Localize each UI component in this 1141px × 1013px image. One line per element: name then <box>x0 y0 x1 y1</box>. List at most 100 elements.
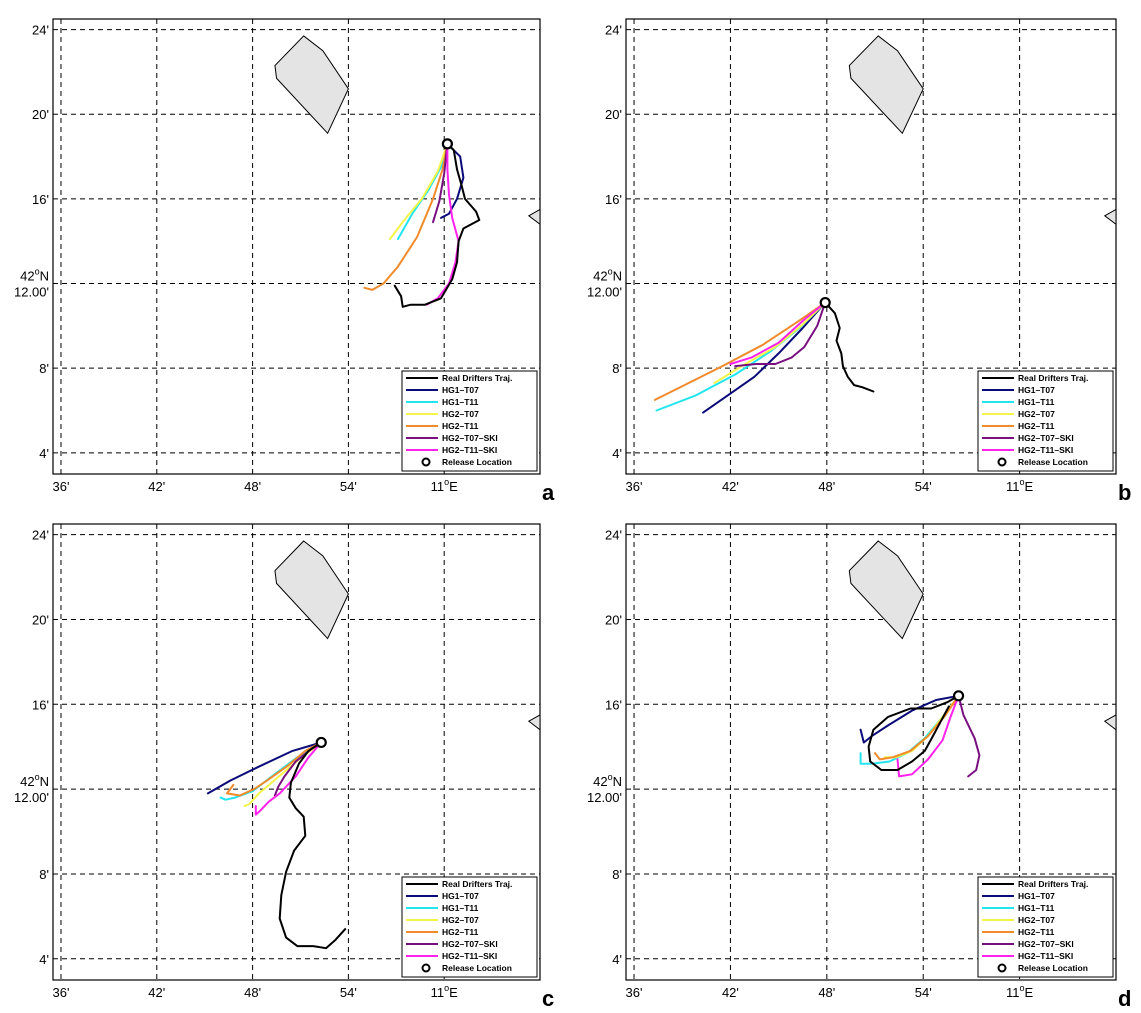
trajectory-hg2-t07-ski <box>734 301 827 368</box>
y-tick-label: 16' <box>605 192 622 207</box>
trajectory-real-drifters-traj- <box>393 142 481 308</box>
y-tick-label: 4' <box>39 952 49 967</box>
legend-box <box>401 876 538 978</box>
legend-box <box>977 876 1114 978</box>
trajectory-hg2-t07-ski <box>957 694 981 778</box>
x-tick-label: 48' <box>244 985 261 1000</box>
y-lat-label: 42oN <box>20 267 49 284</box>
trajectory-hg2-t07-ski <box>432 142 449 224</box>
grid-lines <box>626 524 1116 980</box>
land-coast-east <box>527 208 541 226</box>
legend-label: HG1–T07 <box>442 385 479 395</box>
legend-label: HG2–T11 <box>1018 421 1055 431</box>
legend-label: Release Location <box>1018 457 1088 467</box>
legend-label: HG2–T07 <box>442 409 479 419</box>
legend-label: Real Drifters Traj. <box>442 879 512 889</box>
legend-marker-release <box>421 963 431 973</box>
legend-label: HG2–T11–SKI <box>1018 445 1073 455</box>
y-tick-label: 24' <box>32 23 49 38</box>
trajectory-hg2-t11-ski <box>896 694 960 778</box>
legend-label: HG1–T11 <box>1018 903 1055 913</box>
y-lat-label: 42oN <box>593 772 622 789</box>
release-location-marker <box>819 296 831 309</box>
land-island <box>274 540 349 640</box>
legend-marker-release <box>421 457 431 467</box>
legend: Real Drifters Traj. HG1–T07 HG1–T11 HG2–T07… <box>977 370 1114 472</box>
legend-label: HG1–T07 <box>1018 385 1055 395</box>
legend-label: HG2–T11 <box>442 421 479 431</box>
x-tick-label: 11oE <box>1006 477 1034 494</box>
y-tick-label: 8' <box>612 867 622 882</box>
trajectory-hg1-t07 <box>702 301 827 414</box>
y-tick-label: 12.00' <box>14 790 49 805</box>
trajectory-hg2-t11 <box>363 142 449 291</box>
y-tick-label: 12.00' <box>587 790 622 805</box>
trajectory-hg1-t07 <box>440 142 465 219</box>
y-tick-label: 16' <box>32 192 49 207</box>
y-tick-label: 24' <box>605 528 622 543</box>
trajectory-hg2-t11-ski <box>729 301 827 365</box>
legend-label: HG2–T11–SKI <box>442 445 497 455</box>
x-tick-label: 36' <box>53 479 70 494</box>
y-tick-label: 20' <box>32 612 49 627</box>
panel-letter: b <box>1118 480 1131 505</box>
y-tick-label: 20' <box>32 107 49 122</box>
grid-lines <box>53 19 540 474</box>
y-tick-label: 16' <box>32 697 49 712</box>
legend-box <box>977 370 1114 472</box>
legend-label: Release Location <box>442 963 512 973</box>
land-island <box>848 35 924 135</box>
y-tick-label: 4' <box>39 446 49 461</box>
x-tick-label: 36' <box>626 985 643 1000</box>
x-tick-label: 54' <box>915 479 932 494</box>
panel-letter: c <box>542 986 554 1011</box>
legend-label: HG2–T07–SKI <box>1018 939 1074 949</box>
x-tick-label: 54' <box>915 985 932 1000</box>
legend-label: HG1–T11 <box>442 903 479 913</box>
legend-label: Release Location <box>442 457 512 467</box>
y-tick-label: 4' <box>612 446 622 461</box>
y-lat-label: 42oN <box>20 772 49 789</box>
legend-label: Real Drifters Traj. <box>1018 373 1088 383</box>
y-tick-label: 8' <box>612 361 622 376</box>
x-tick-label: 48' <box>244 479 261 494</box>
legend-label: HG2–T07–SKI <box>1018 433 1074 443</box>
y-tick-label: 12.00' <box>587 285 622 300</box>
x-tick-label: 48' <box>818 985 835 1000</box>
x-tick-label: 42' <box>148 479 165 494</box>
legend-label: HG2–T07–SKI <box>442 433 498 443</box>
trajectory-hg1-t07 <box>206 741 323 795</box>
legend-label: Release Location <box>1018 963 1088 973</box>
land-coast-east <box>527 714 541 731</box>
x-tick-label: 54' <box>340 985 357 1000</box>
trajectory-hg1-t11 <box>396 142 449 241</box>
land-island <box>274 35 349 135</box>
legend-label: HG2–T11 <box>1018 927 1055 937</box>
legend-label: HG2–T07 <box>1018 915 1055 925</box>
legend-label: HG2–T11–SKI <box>442 951 497 961</box>
land-island <box>848 540 924 640</box>
legend: Real Drifters Traj. HG1–T07 HG1–T11 HG2–T07… <box>977 876 1114 978</box>
release-location-marker <box>952 690 965 702</box>
legend-marker-release <box>997 963 1007 973</box>
y-tick-label: 20' <box>605 107 622 122</box>
y-tick-label: 12.00' <box>14 285 49 300</box>
trajectory-hg2-t11 <box>226 741 323 797</box>
x-tick-label: 42' <box>148 985 165 1000</box>
y-tick-label: 4' <box>612 952 622 967</box>
legend-label: HG2–T11 <box>442 927 479 937</box>
legend-marker-release <box>997 457 1007 467</box>
trajectory-real-drifters-traj- <box>278 741 347 950</box>
trajectory-hg2-t07 <box>388 142 449 241</box>
legend-label: HG2–T07 <box>442 915 479 925</box>
legend-label: HG2–T11–SKI <box>1018 951 1073 961</box>
x-tick-label: 11oE <box>431 983 459 1000</box>
legend-label: HG1–T11 <box>1018 397 1055 407</box>
trajectory-hg2-t11-ski <box>254 741 323 816</box>
y-lat-label: 42oN <box>593 267 622 284</box>
